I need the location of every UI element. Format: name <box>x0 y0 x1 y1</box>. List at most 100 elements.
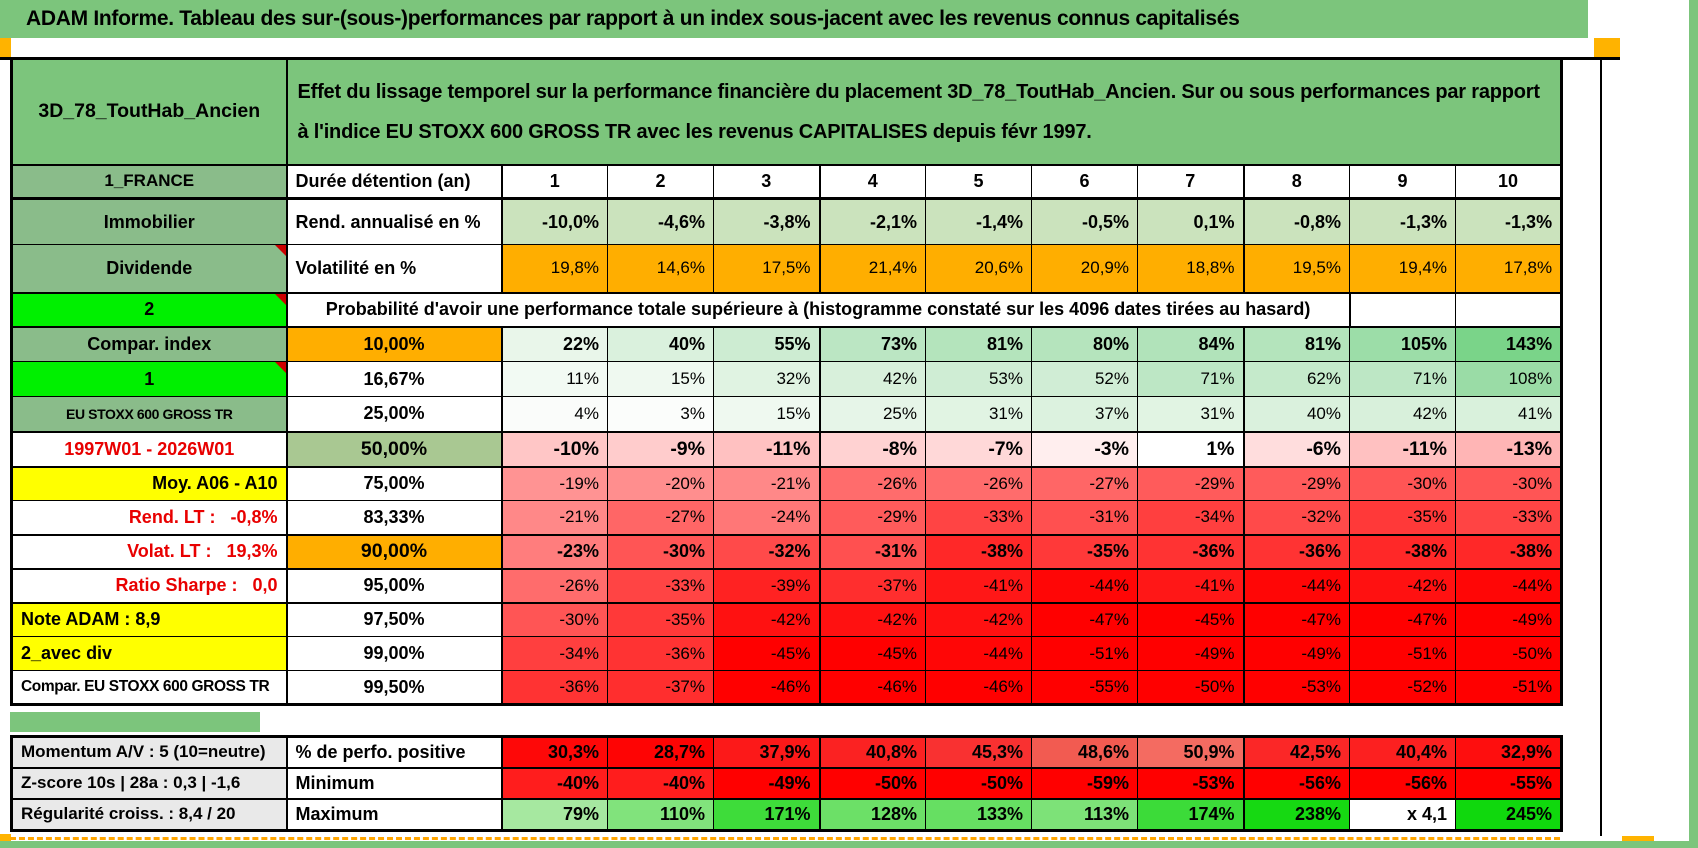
data-cell[interactable]: 40,4% <box>1349 736 1456 769</box>
data-cell[interactable]: 21,4% <box>819 244 926 294</box>
data-cell[interactable]: 19,8% <box>501 244 608 294</box>
row-label[interactable]: 3D_78_ToutHab_Ancien <box>11 58 288 166</box>
data-cell[interactable]: 84% <box>1137 326 1245 362</box>
data-cell[interactable]: 79% <box>501 798 608 831</box>
data-cell[interactable]: -26% <box>501 568 608 604</box>
data-cell[interactable]: 37% <box>1031 396 1138 433</box>
data-cell[interactable]: 50,9% <box>1137 736 1245 769</box>
data-cell[interactable]: -1,3% <box>1349 198 1456 245</box>
data-cell[interactable]: -53% <box>1137 767 1245 800</box>
data-cell[interactable]: 18,8% <box>1137 244 1245 294</box>
data-cell[interactable]: 0,1% <box>1137 198 1245 245</box>
metric-cell[interactable]: 50,00% <box>286 431 503 468</box>
data-cell[interactable]: -56% <box>1243 767 1350 800</box>
data-cell[interactable]: 174% <box>1137 798 1245 831</box>
data-cell[interactable]: -9% <box>607 431 714 468</box>
row-label[interactable]: Z-score 10s | 28a : 0,3 | -1,6 <box>11 767 288 800</box>
data-cell[interactable]: -11% <box>713 431 821 468</box>
data-cell[interactable]: -10,0% <box>501 198 608 245</box>
data-cell[interactable]: 20,6% <box>925 244 1032 294</box>
data-cell[interactable]: 45,3% <box>925 736 1032 769</box>
data-cell[interactable]: 37,9% <box>713 736 821 769</box>
data-cell[interactable]: -30% <box>1454 466 1563 501</box>
data-cell[interactable]: -59% <box>1031 767 1138 800</box>
data-cell[interactable]: -45% <box>1137 602 1245 637</box>
data-cell[interactable]: -3% <box>1031 431 1138 468</box>
row-label[interactable]: Dividende <box>11 244 288 294</box>
row-label[interactable]: 1997W01 - 2026W01 <box>11 431 288 468</box>
metric-cell[interactable]: 25,00% <box>286 396 503 433</box>
data-cell[interactable]: -51% <box>1454 670 1563 705</box>
row-label[interactable]: Volat. LT : 19,3% <box>11 534 288 570</box>
data-cell[interactable]: 48,6% <box>1031 736 1138 769</box>
data-cell[interactable]: -21% <box>713 466 821 501</box>
data-cell[interactable]: -19% <box>501 466 608 501</box>
data-cell[interactable]: -38% <box>1349 534 1456 570</box>
metric-cell[interactable]: 99,50% <box>286 670 503 705</box>
separator-cell[interactable] <box>10 712 260 732</box>
data-cell[interactable]: -49% <box>1454 602 1563 637</box>
data-cell[interactable]: -42% <box>925 602 1032 637</box>
data-cell[interactable]: 20,9% <box>1031 244 1138 294</box>
data-cell[interactable]: 10 <box>1454 164 1563 200</box>
data-cell[interactable]: 71% <box>1137 361 1245 397</box>
data-cell[interactable]: 128% <box>819 798 926 831</box>
data-cell[interactable]: -50% <box>925 767 1032 800</box>
data-cell[interactable]: 14,6% <box>607 244 714 294</box>
data-cell[interactable]: 3 <box>713 164 821 200</box>
data-cell[interactable]: 31% <box>925 396 1032 433</box>
row-label[interactable]: 2 <box>11 292 288 328</box>
data-cell[interactable]: -46% <box>819 670 926 705</box>
data-cell[interactable]: 113% <box>1031 798 1138 831</box>
data-cell[interactable]: 8 <box>1243 164 1350 200</box>
data-cell[interactable]: -55% <box>1031 670 1138 705</box>
data-cell[interactable]: 31% <box>1137 396 1245 433</box>
metric-cell[interactable]: 99,00% <box>286 636 503 671</box>
row-label[interactable]: Compar. index <box>11 326 288 362</box>
data-cell[interactable]: 15% <box>713 396 821 433</box>
data-cell[interactable]: 143% <box>1454 326 1563 362</box>
row-label[interactable]: Régularité croiss. : 8,4 / 20 <box>11 798 288 831</box>
data-cell[interactable]: -20% <box>607 466 714 501</box>
data-cell[interactable]: -40% <box>607 767 714 800</box>
data-cell[interactable]: -45% <box>713 636 821 671</box>
data-cell[interactable]: -34% <box>501 636 608 671</box>
data-cell[interactable]: -46% <box>713 670 821 705</box>
metric-cell[interactable]: Durée détention (an) <box>286 164 503 200</box>
data-cell[interactable]: 108% <box>1454 361 1563 397</box>
data-cell[interactable]: -33% <box>925 500 1032 536</box>
data-cell[interactable]: x 4,1 <box>1349 798 1456 831</box>
data-cell[interactable]: 41% <box>1454 396 1563 433</box>
data-cell[interactable]: -45% <box>819 636 926 671</box>
metric-cell[interactable]: Minimum <box>286 767 503 800</box>
data-cell[interactable]: -24% <box>713 500 821 536</box>
data-cell[interactable]: -1,4% <box>925 198 1032 245</box>
span-cell[interactable]: Probabilité d'avoir une performance tota… <box>286 292 1351 328</box>
data-cell[interactable]: -37% <box>607 670 714 705</box>
data-cell[interactable]: -30% <box>1349 466 1456 501</box>
row-label[interactable]: Note ADAM : 8,9 <box>11 602 288 637</box>
data-cell[interactable]: -36% <box>1137 534 1245 570</box>
data-cell[interactable]: 32,9% <box>1455 736 1562 769</box>
data-cell[interactable]: -33% <box>1454 500 1563 536</box>
data-cell[interactable]: -40% <box>501 767 608 800</box>
data-cell[interactable]: 42,5% <box>1243 736 1350 769</box>
data-cell[interactable]: 11% <box>501 361 608 397</box>
metric-cell[interactable]: 90,00% <box>286 534 503 570</box>
data-cell[interactable]: -47% <box>1349 602 1456 637</box>
data-cell[interactable]: -49% <box>1137 636 1245 671</box>
metric-cell[interactable]: Volatilité en % <box>286 244 503 294</box>
data-cell[interactable]: -44% <box>1454 568 1563 604</box>
data-cell[interactable]: -37% <box>819 568 926 604</box>
data-cell[interactable]: -46% <box>925 670 1032 705</box>
data-cell[interactable]: -30% <box>501 602 608 637</box>
data-cell[interactable]: -49% <box>1243 636 1350 671</box>
data-cell[interactable]: 71% <box>1349 361 1456 397</box>
data-cell[interactable]: -10% <box>501 431 608 468</box>
data-cell[interactable]: -8% <box>819 431 926 468</box>
data-cell[interactable]: -1,3% <box>1454 198 1563 245</box>
data-cell[interactable]: -33% <box>607 568 714 604</box>
data-cell[interactable]: -53% <box>1243 670 1350 705</box>
data-cell[interactable]: -42% <box>819 602 926 637</box>
data-cell[interactable]: -26% <box>819 466 926 501</box>
